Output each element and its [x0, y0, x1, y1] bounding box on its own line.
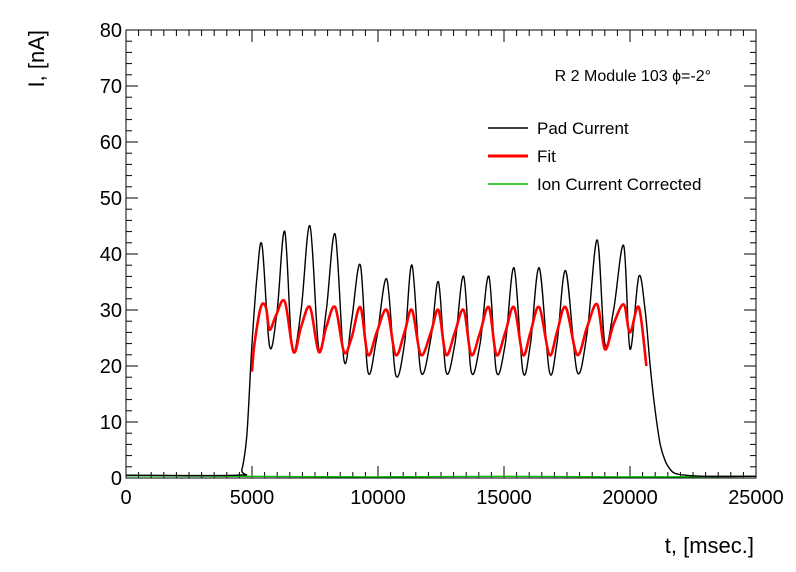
y-tick-label: 70 [100, 76, 122, 98]
series-line-pad-current [125, 225, 757, 478]
y-tick-label: 60 [100, 132, 122, 154]
tick-labels: 0 5000 10000 15000 20000 25000 0 10 20 30 40 50 60 70… [100, 20, 784, 509]
x-tick-label: 15000 [476, 487, 532, 509]
axis-ticks [125, 29, 757, 479]
legend-label-fit: Fit [537, 147, 556, 166]
y-tick-label: 0 [111, 468, 122, 490]
series-layer [125, 225, 757, 478]
y-axis-title: I, [nA] [24, 30, 49, 87]
x-axis-title: t, [msec.] [665, 533, 754, 558]
legend: Pad Current Fit Ion Current Corrected [488, 119, 701, 194]
legend-label-pad-current: Pad Current [537, 119, 629, 138]
series-line-ion-current-corrected [125, 475, 757, 478]
y-tick-label: 10 [100, 412, 122, 434]
y-tick-label: 20 [100, 356, 122, 378]
x-tick-label: 25000 [728, 487, 784, 509]
series-line-fit [250, 298, 648, 372]
y-tick-label: 40 [100, 244, 122, 266]
x-tick-label: 20000 [602, 487, 658, 509]
y-tick-label: 80 [100, 20, 122, 42]
plot-frame [125, 29, 757, 479]
annotation-label: R 2 Module 103 ϕ=-2° [555, 68, 711, 85]
plot-area: 0 5000 10000 15000 20000 25000 0 10 20 30 40 50 60 70… [100, 20, 784, 509]
y-tick-label: 30 [100, 300, 122, 322]
y-tick-label: 50 [100, 188, 122, 210]
x-tick-label: 0 [120, 487, 131, 509]
x-tick-label: 10000 [350, 487, 406, 509]
legend-label-ion-current: Ion Current Corrected [537, 175, 701, 194]
x-tick-label: 5000 [230, 487, 275, 509]
